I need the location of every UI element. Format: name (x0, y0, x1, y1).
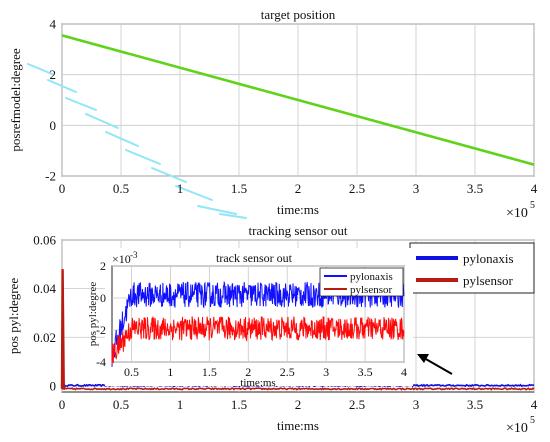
legend-box-inset (319, 267, 404, 297)
streak-artifact (151, 167, 187, 183)
legend-label-inset-pylsensor: pylsensor (350, 284, 393, 296)
x-tick-label: 2.5 (280, 365, 295, 379)
x-multiplier-bottom: ×10 (506, 421, 528, 436)
legend-label-inset-pylonaxis: pylonaxis (350, 271, 393, 283)
y-tick-label: -4 (96, 355, 106, 369)
x-tick-label: 2.5 (349, 181, 365, 196)
y-tick-label: 0.02 (33, 330, 56, 345)
x-ticks-top: 0 0.5 1 1.5 2 2.5 3 3.5 4 (59, 181, 538, 196)
x-exponent-bottom: 5 (530, 415, 535, 426)
legend-inset: pylonaxis pylsensor (319, 267, 404, 297)
x-axis-label-bottom: time:ms (277, 418, 319, 433)
y-tick-label: 2 (50, 67, 57, 82)
x-tick-label: 1 (177, 397, 184, 412)
y-axis-label-bottom: pos pyl:degree (6, 278, 21, 354)
y-axis-label-top: posrefmodel:degree (8, 48, 23, 151)
series-group-inset (111, 280, 405, 367)
series-group-top (27, 34, 535, 219)
y-multiplier-inset: ×10 (112, 252, 131, 266)
x-tick-label: 2 (295, 397, 302, 412)
inset-series-line-pylonaxis (111, 280, 405, 367)
x-tick-label: 0 (59, 181, 66, 196)
streak-artifact (47, 79, 77, 93)
chart-title-top: target position (261, 7, 336, 22)
y-tick-label: 0.04 (33, 281, 56, 296)
x-tick-label: 1 (177, 181, 184, 196)
chart-title-inset: track sensor out (216, 251, 293, 265)
pointer-arrow (417, 354, 453, 375)
grid-top (61, 23, 535, 177)
x-tick-label: 1.5 (202, 365, 217, 379)
x-tick-label: 4 (531, 181, 538, 196)
x-tick-label: 1.5 (231, 397, 247, 412)
y-exponent-inset: -3 (130, 250, 138, 260)
legend-label-pylonaxis: pylonaxis (463, 251, 514, 266)
x-axis-label-inset: time:ms (240, 377, 275, 389)
x-tick-label: 3 (413, 397, 420, 412)
series-line-target-position (61, 34, 535, 166)
x-multiplier-top: ×10 (506, 206, 528, 221)
x-tick-label: 2 (295, 181, 302, 196)
y-tick-label: 0 (50, 378, 57, 393)
x-tick-label: 1 (167, 365, 173, 379)
x-ticks-inset: 0.5 1 1.5 2 2.5 3 3.5 4 (124, 365, 407, 379)
streak-artifact (27, 63, 53, 75)
series-line-pylsensor (61, 387, 535, 391)
y-tick-label: 0 (50, 118, 57, 133)
x-tick-label: 3.5 (467, 181, 483, 196)
x-tick-label: 1.5 (231, 181, 247, 196)
spike-pylsensor (60, 269, 65, 389)
legend-label-pylsensor: pylsensor (463, 273, 514, 288)
y-tick-label: 2 (100, 259, 106, 273)
x-axis-label-top: time:ms (277, 202, 319, 217)
x-tick-label: 0.5 (113, 181, 129, 196)
x-ticks-bottom: 0 0.5 1 1.5 2 2.5 3 3.5 4 (59, 397, 538, 412)
y-tick-label: -2 (96, 323, 106, 337)
x-tick-label: 4 (531, 397, 538, 412)
y-tick-label: 0 (100, 291, 106, 305)
y-tick-label: -2 (45, 169, 56, 184)
streak-artifact (65, 97, 97, 111)
x-tick-label: 0 (59, 397, 66, 412)
y-tick-label: 4 (50, 17, 57, 32)
x-tick-label: 3 (413, 181, 420, 196)
legend-box-bottom (409, 242, 535, 294)
streak-artifact (125, 149, 161, 165)
x-tick-label: 3.5 (467, 397, 483, 412)
streak-artifact (219, 213, 247, 219)
x-tick-label: 0.5 (113, 397, 129, 412)
y-ticks-bottom: 0 0.02 0.04 0.06 (33, 233, 56, 394)
streak-artifact (175, 185, 213, 201)
x-tick-label: 2 (245, 365, 251, 379)
y-ticks-top: -2 0 2 4 (45, 17, 56, 184)
streak-artifact (105, 131, 139, 147)
y-tick-label: 0.06 (33, 233, 56, 248)
x-tick-label: 2.5 (349, 397, 365, 412)
x-tick-label: 4 (401, 365, 407, 379)
x-tick-label: 3 (323, 365, 329, 379)
x-exponent-top: 5 (530, 200, 535, 211)
legend-bottom: pylonaxis pylsensor (409, 242, 535, 294)
chart-title-bottom: tracking sensor out (249, 223, 348, 238)
streak-artifact (85, 113, 119, 129)
y-axis-label-inset: pos pyl:degree (87, 282, 99, 347)
x-tick-label: 0.5 (124, 365, 139, 379)
y-ticks-inset: -4 -2 0 2 (96, 259, 106, 369)
x-tick-label: 3.5 (358, 365, 373, 379)
track-sensor-inset-chart: 0.5 1 1.5 2 2.5 3 3.5 4 -4 -2 0 2 track sensor out… (87, 248, 413, 389)
streak-artifact (197, 205, 237, 215)
inset-series-line-pylsensor (111, 316, 405, 365)
